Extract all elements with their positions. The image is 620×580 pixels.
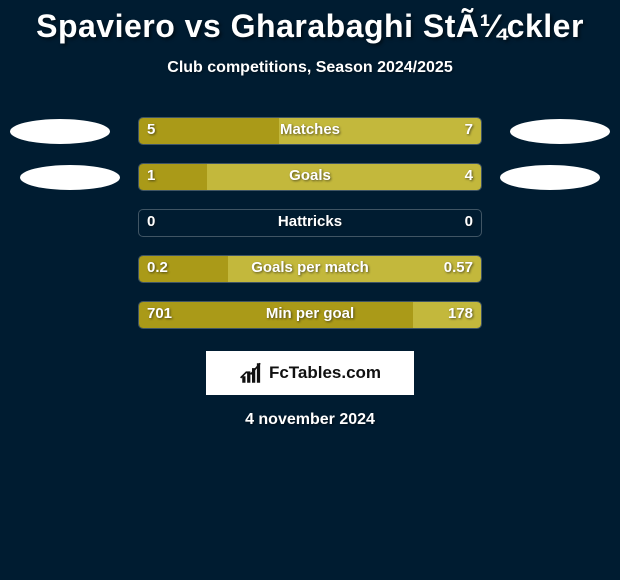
stat-bar: Goals1 4 [138,163,482,191]
stat-row: Matches5 7 [0,115,620,161]
page-title: Spaviero vs Gharabaghi StÃ¼ckler [0,0,620,45]
stat-label: Matches [139,121,481,138]
stat-label: Goals per match [139,259,481,276]
stats-container: Matches5 7 Goals1 4 Hattricks0 0 Goals per mat… [0,115,620,345]
stat-label: Goals [139,167,481,184]
stat-value-left: 701 [147,305,172,322]
player-left-ellipse [20,165,120,190]
stat-value-left: 0 [147,213,155,230]
logo-box: FcTables.com [206,351,414,395]
stat-value-left: 5 [147,121,155,138]
stat-value-right: 0 [465,213,473,230]
stat-bar: Hattricks0 0 [138,209,482,237]
stat-row: Goals1 4 [0,161,620,207]
stat-row: Goals per match0.2 0.57 [0,253,620,299]
stat-row: Min per goal701 178 [0,299,620,345]
stat-value-left: 1 [147,167,155,184]
stat-value-right: 7 [465,121,473,138]
logo-text: FcTables.com [269,363,381,383]
stat-value-right: 0.57 [444,259,473,276]
player-left-ellipse [10,119,110,144]
stat-bar: Matches5 7 [138,117,482,145]
stat-label: Min per goal [139,305,481,322]
page-subtitle: Club competitions, Season 2024/2025 [0,59,620,77]
stat-value-left: 0.2 [147,259,168,276]
date-label: 4 november 2024 [0,411,620,429]
player-right-ellipse [510,119,610,144]
stat-label: Hattricks [139,213,481,230]
player-right-ellipse [500,165,600,190]
stat-value-right: 178 [448,305,473,322]
stat-bar: Min per goal701 178 [138,301,482,329]
chart-icon [239,360,265,386]
stat-row: Hattricks0 0 [0,207,620,253]
stat-value-right: 4 [465,167,473,184]
stat-bar: Goals per match0.2 0.57 [138,255,482,283]
